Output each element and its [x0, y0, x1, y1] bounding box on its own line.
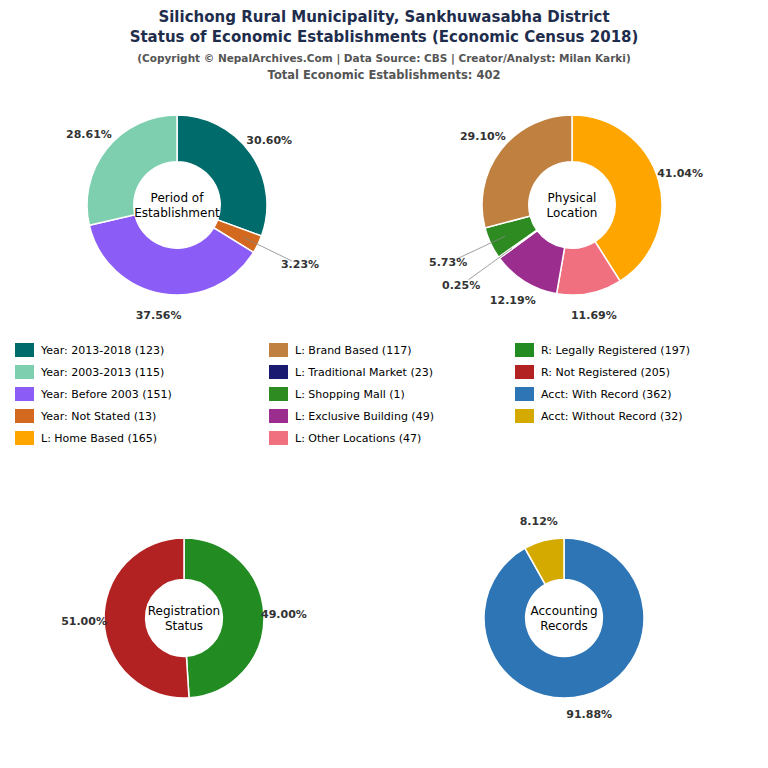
donut-title: RegistrationStatus: [148, 604, 220, 633]
leader-line: [468, 248, 512, 280]
legend-swatch: [15, 409, 34, 423]
figure: Silichong Rural Municipality, Sankhuwasa…: [0, 0, 768, 768]
subtitle: Total Economic Establishments: 402: [268, 68, 501, 82]
data-label: 37.56%: [136, 309, 182, 322]
data-label: 3.23%: [281, 258, 319, 271]
donut-slice: [484, 538, 644, 698]
legend-swatch: [15, 431, 34, 445]
donut-slice: [89, 215, 253, 295]
donut-chart: [484, 538, 644, 698]
data-label: 5.73%: [429, 256, 467, 269]
legend-label: L: Home Based (165): [41, 432, 157, 445]
legend-swatch: [269, 343, 288, 357]
legend-label: Year: Not Stated (13): [40, 410, 156, 423]
legend: Year: 2013-2018 (123) Year: 2003-2013 (11…: [15, 343, 690, 445]
legend-label: Acct: Without Record (32): [541, 410, 683, 423]
data-label: 30.60%: [246, 134, 292, 147]
data-label: 8.12%: [520, 515, 558, 528]
data-label: 41.04%: [657, 167, 703, 180]
background: [0, 0, 768, 768]
legend-swatch: [515, 365, 534, 379]
donut-chart: [482, 115, 662, 295]
legend-swatch: [15, 343, 34, 357]
data-labels: 41.04% 11.69% 12.19% 0.25% 5.73% 29.10%: [429, 130, 703, 322]
title: Status of Economic Establishments (Econo…: [130, 28, 639, 46]
data-label: 11.69%: [571, 309, 617, 322]
donut-slice: [557, 242, 620, 295]
data-label: 12.19%: [490, 294, 536, 307]
donut-title: AccountingRecords: [530, 604, 597, 633]
legend-swatch: [269, 431, 288, 445]
legend-swatch: [15, 387, 34, 401]
subtitle: (Copyright © NepalArchives.Com | Data So…: [137, 52, 630, 65]
donut-chart: [104, 538, 264, 698]
legend-swatch: [515, 387, 534, 401]
legend-label: L: Traditional Market (23): [295, 366, 433, 379]
legend-swatch: [515, 409, 534, 423]
data-label: 29.10%: [460, 130, 506, 143]
legend-label: R: Not Registered (205): [541, 366, 670, 379]
legend-label: L: Shopping Mall (1): [295, 388, 405, 401]
legend-label: Year: Before 2003 (151): [40, 388, 172, 401]
donut-chart: [87, 115, 267, 295]
donut-title: Period ofEstablishment: [134, 191, 220, 220]
legend-label: Acct: With Record (362): [541, 388, 672, 401]
legend-swatch: [269, 365, 288, 379]
legend-swatch: [269, 409, 288, 423]
data-label: 49.00%: [261, 608, 307, 621]
data-labels: 91.88% 8.12%: [520, 515, 612, 722]
legend-label: L: Other Locations (47): [295, 432, 421, 445]
legend-label: Year: 2013-2018 (123): [40, 344, 164, 357]
legend-swatch: [15, 365, 34, 379]
donut-title: PhysicalLocation: [547, 191, 598, 220]
title: Silichong Rural Municipality, Sankhuwasa…: [158, 8, 609, 26]
legend-label: Year: 2003-2013 (115): [40, 366, 164, 379]
legend-label: L: Exclusive Building (49): [295, 410, 434, 423]
data-labels: 30.60% 3.23% 37.56% 28.61%: [66, 128, 319, 322]
legend-swatch: [515, 343, 534, 357]
data-label: 0.25%: [442, 279, 480, 292]
legend-label: R: Legally Registered (197): [541, 344, 690, 357]
legend-swatch: [269, 387, 288, 401]
legend-label: L: Brand Based (117): [295, 344, 411, 357]
data-label: 28.61%: [66, 128, 112, 141]
donut-slice: [525, 538, 564, 584]
data-label: 91.88%: [566, 708, 612, 721]
data-label: 51.00%: [61, 615, 107, 628]
